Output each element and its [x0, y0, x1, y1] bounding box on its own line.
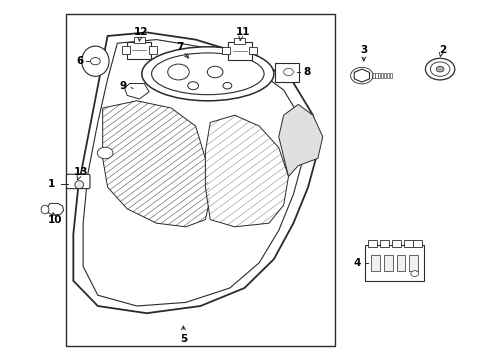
Polygon shape — [278, 104, 322, 176]
Polygon shape — [47, 203, 63, 215]
FancyBboxPatch shape — [383, 255, 392, 271]
Polygon shape — [205, 115, 288, 227]
FancyBboxPatch shape — [380, 73, 383, 78]
FancyBboxPatch shape — [379, 240, 388, 247]
FancyBboxPatch shape — [148, 46, 156, 54]
FancyBboxPatch shape — [127, 41, 151, 59]
FancyBboxPatch shape — [122, 46, 129, 54]
FancyBboxPatch shape — [391, 240, 400, 247]
FancyBboxPatch shape — [66, 174, 90, 189]
FancyBboxPatch shape — [404, 240, 412, 247]
Circle shape — [207, 66, 223, 78]
Polygon shape — [83, 40, 303, 306]
FancyBboxPatch shape — [374, 73, 377, 78]
Circle shape — [187, 82, 198, 90]
Text: 6: 6 — [76, 56, 83, 66]
Text: 4: 4 — [352, 258, 360, 268]
Text: 5: 5 — [180, 334, 186, 344]
FancyBboxPatch shape — [367, 240, 376, 247]
Text: 1: 1 — [48, 179, 55, 189]
Ellipse shape — [164, 57, 230, 84]
FancyBboxPatch shape — [134, 37, 144, 43]
Circle shape — [90, 58, 100, 65]
Polygon shape — [102, 101, 210, 227]
Text: 9: 9 — [120, 81, 126, 91]
FancyBboxPatch shape — [248, 47, 257, 54]
Polygon shape — [124, 84, 149, 99]
Text: 10: 10 — [47, 215, 62, 225]
FancyBboxPatch shape — [377, 73, 380, 78]
Circle shape — [167, 64, 189, 80]
Circle shape — [429, 62, 449, 76]
Polygon shape — [73, 32, 317, 313]
FancyBboxPatch shape — [383, 73, 386, 78]
Circle shape — [283, 68, 293, 76]
Circle shape — [223, 82, 231, 89]
FancyBboxPatch shape — [386, 73, 388, 78]
FancyBboxPatch shape — [396, 255, 405, 271]
Ellipse shape — [151, 53, 264, 95]
FancyBboxPatch shape — [389, 73, 391, 78]
Ellipse shape — [81, 46, 109, 76]
Circle shape — [410, 271, 418, 276]
Circle shape — [97, 147, 113, 159]
Ellipse shape — [75, 181, 83, 189]
FancyBboxPatch shape — [371, 73, 374, 78]
Bar — [66, 14, 334, 346]
FancyBboxPatch shape — [412, 240, 421, 247]
Circle shape — [425, 58, 454, 80]
FancyBboxPatch shape — [234, 37, 244, 44]
Text: 8: 8 — [303, 67, 309, 77]
FancyBboxPatch shape — [364, 245, 424, 281]
FancyBboxPatch shape — [222, 47, 229, 54]
Circle shape — [435, 66, 443, 72]
Ellipse shape — [142, 47, 273, 101]
FancyBboxPatch shape — [227, 42, 251, 60]
Polygon shape — [353, 69, 369, 82]
Text: 11: 11 — [235, 27, 250, 37]
FancyBboxPatch shape — [275, 63, 299, 82]
Text: 13: 13 — [73, 167, 88, 177]
FancyBboxPatch shape — [370, 255, 379, 271]
Text: 12: 12 — [133, 27, 148, 37]
Text: 2: 2 — [438, 45, 445, 55]
Ellipse shape — [41, 205, 49, 214]
Text: 3: 3 — [360, 45, 367, 55]
FancyBboxPatch shape — [408, 255, 417, 271]
Text: 7: 7 — [176, 42, 183, 52]
